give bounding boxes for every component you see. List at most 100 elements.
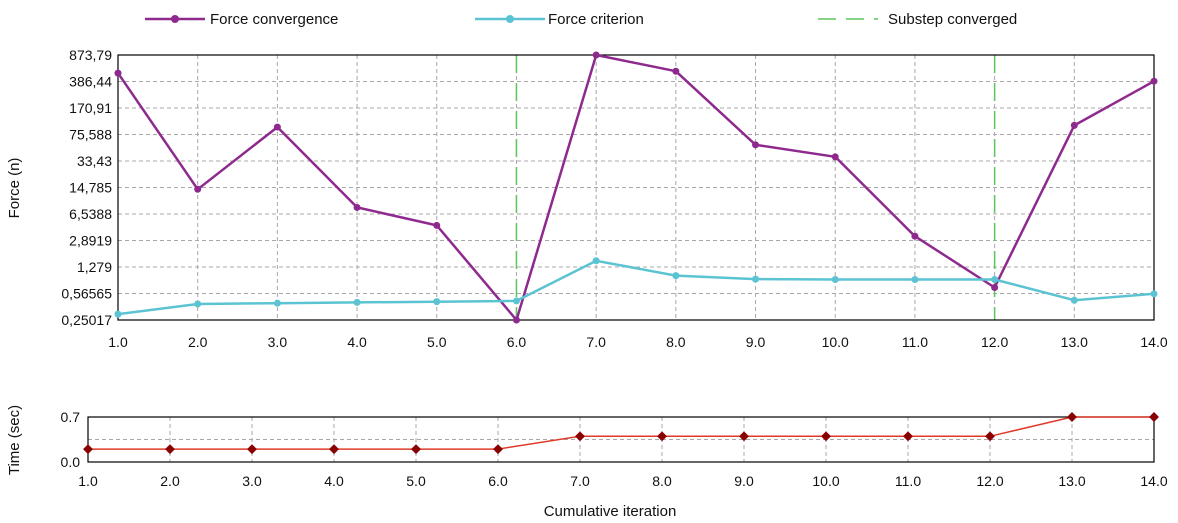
force-x-axis: 1.0 2.0 3.0 4.0 5.0 6.0 7.0 8.0 9.0 10.0 11.0 12.0 1…	[108, 334, 1168, 350]
data-point-force-criterion	[991, 276, 999, 284]
data-point-force-convergence	[752, 141, 760, 149]
time-x-tick-label: 12.0	[976, 473, 1003, 489]
time-x-tick-label: 13.0	[1058, 473, 1085, 489]
force-y-tick-label: 33,43	[77, 153, 112, 169]
legend: Force convergence Force criterion Subste…	[145, 11, 1017, 28]
data-point-time	[575, 431, 585, 442]
force-x-tick-label: 7.0	[586, 334, 606, 350]
time-x-tick-label: 1.0	[78, 473, 98, 489]
time-x-tick-label: 5.0	[406, 473, 426, 489]
data-point-time	[1149, 412, 1159, 422]
data-point-force-convergence	[1150, 77, 1158, 85]
force-y-tick-label: 75,588	[69, 127, 112, 143]
legend-item-substep-converged: Substep converged	[818, 11, 1017, 28]
time-y-tick-label: 0.7	[61, 409, 81, 425]
force-x-tick-label: 13.0	[1061, 334, 1088, 350]
data-point-time	[247, 444, 257, 455]
time-x-axis: 1.0 2.0 3.0 4.0 5.0 6.0 7.0 8.0 9.0 10.0 11.0 12.0 1…	[78, 473, 1168, 489]
time-x-tick-label: 7.0	[570, 473, 590, 489]
series-line-time	[88, 416, 1154, 450]
force-x-tick-label: 8.0	[666, 334, 686, 350]
force-y-axis: 873,79 386,44 170,91 75,588 33,43 14,785 6,538…	[61, 47, 112, 328]
data-point-force-convergence	[512, 316, 520, 324]
data-point-force-convergence	[831, 153, 839, 161]
time-x-tick-label: 11.0	[895, 473, 921, 489]
data-point-time	[165, 444, 175, 455]
time-plot: 0.7 0.0 1.0 2.0 3.0 4.0 5.0 6.0 7.0 8.0 9.0 10.0 11…	[6, 405, 1168, 520]
data-point-force-criterion	[752, 275, 760, 283]
data-point-force-convergence	[114, 69, 122, 77]
time-x-axis-title: Cumulative iteration	[544, 503, 677, 520]
force-x-tick-label: 2.0	[188, 334, 208, 350]
legend-label-force-convergence: Force convergence	[210, 11, 338, 28]
data-point-force-criterion	[1150, 290, 1158, 298]
time-y-axis-title: Time (sec)	[6, 405, 23, 475]
data-point-time	[657, 431, 667, 442]
data-point-force-criterion	[194, 300, 202, 308]
data-point-time	[739, 431, 749, 442]
time-y-tick-label: 0.0	[61, 454, 81, 470]
data-point-time	[83, 444, 93, 455]
data-point-time	[903, 431, 913, 442]
force-x-tick-label: 4.0	[347, 334, 367, 350]
data-point-time	[1067, 412, 1077, 422]
force-y-tick-label: 386,44	[69, 74, 112, 90]
data-point-force-convergence	[911, 232, 919, 240]
data-point-force-convergence	[194, 185, 202, 193]
substep-converged-lines	[515, 55, 996, 320]
force-x-tick-label: 3.0	[268, 334, 288, 350]
time-x-tick-label: 2.0	[160, 473, 180, 489]
force-plot-frame	[117, 54, 1155, 321]
data-point-force-convergence	[991, 284, 999, 292]
time-x-tick-label: 8.0	[652, 473, 672, 489]
time-x-tick-label: 10.0	[812, 473, 839, 489]
time-plot-frame	[87, 416, 1155, 463]
data-point-force-criterion	[831, 276, 839, 284]
data-point-force-criterion	[672, 272, 680, 280]
force-y-axis-title: Force (n)	[6, 158, 23, 219]
legend-marker-force-criterion	[506, 15, 514, 23]
force-y-tick-label: 2,8919	[69, 233, 112, 249]
legend-label-substep-converged: Substep converged	[888, 11, 1017, 28]
legend-marker-force-convergence	[171, 15, 179, 23]
legend-item-force-criterion: Force criterion	[475, 11, 644, 28]
time-x-tick-label: 9.0	[734, 473, 754, 489]
data-point-force-criterion	[114, 310, 122, 318]
data-point-force-criterion	[592, 257, 600, 265]
legend-label-force-criterion: Force criterion	[548, 11, 644, 28]
data-point-force-criterion	[433, 298, 441, 306]
data-point-time	[493, 444, 503, 455]
data-point-force-criterion	[353, 298, 361, 306]
data-point-force-convergence	[672, 67, 680, 75]
force-x-tick-label: 12.0	[981, 334, 1008, 350]
time-x-tick-label: 6.0	[488, 473, 508, 489]
data-point-force-convergence	[592, 51, 600, 59]
legend-item-force-convergence: Force convergence	[145, 11, 338, 28]
data-point-time	[329, 444, 339, 455]
time-x-tick-label: 14.0	[1140, 473, 1167, 489]
data-point-force-convergence	[1070, 121, 1078, 129]
force-x-tick-label: 14.0	[1140, 334, 1167, 350]
force-y-tick-label: 1,279	[77, 259, 112, 275]
data-point-force-criterion	[1070, 296, 1078, 304]
force-x-tick-label: 9.0	[746, 334, 766, 350]
time-x-tick-label: 3.0	[242, 473, 262, 489]
data-point-force-criterion	[273, 299, 281, 307]
data-point-time	[411, 444, 421, 455]
time-y-axis: 0.7 0.0	[61, 409, 81, 470]
force-y-tick-label: 6,5388	[69, 206, 112, 222]
force-y-tick-label: 14,785	[69, 179, 112, 195]
force-x-tick-label: 6.0	[507, 334, 527, 350]
force-x-tick-label: 1.0	[108, 334, 128, 350]
time-x-tick-label: 4.0	[324, 473, 344, 489]
data-point-time	[985, 431, 995, 442]
force-plot: 873,79 386,44 170,91 75,588 33,43 14,785 6,538…	[6, 47, 1168, 350]
data-point-time	[821, 431, 831, 442]
force-x-tick-label: 5.0	[427, 334, 447, 350]
force-x-tick-label: 11.0	[902, 334, 928, 350]
data-point-force-convergence	[353, 203, 361, 211]
data-point-force-convergence	[273, 123, 281, 131]
force-series	[114, 51, 1158, 324]
data-point-force-criterion	[911, 276, 919, 284]
